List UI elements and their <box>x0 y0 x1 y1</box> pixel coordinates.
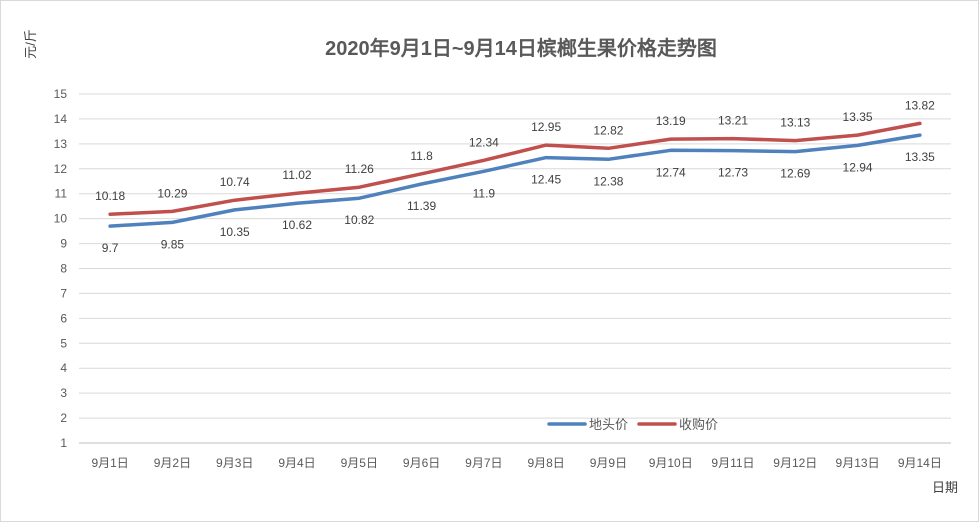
y-axis-title: 元/斤 <box>23 29 38 59</box>
y-tick-label: 3 <box>60 386 67 400</box>
data-label: 11.26 <box>345 162 374 176</box>
data-label: 13.21 <box>718 114 748 128</box>
x-tick-label: 9月14日 <box>898 456 942 470</box>
data-label: 12.38 <box>593 174 623 188</box>
legend-label: 收购价 <box>679 417 718 432</box>
y-tick-label: 11 <box>55 187 68 201</box>
y-tick-label: 1 <box>60 436 67 450</box>
series-group <box>108 121 922 228</box>
y-tick-label: 4 <box>60 361 67 375</box>
legend-label: 地头价 <box>589 417 628 432</box>
data-label: 12.82 <box>593 123 623 137</box>
x-tick-label: 9月2日 <box>154 456 191 470</box>
y-tick-label: 2 <box>60 411 67 425</box>
data-label: 10.62 <box>282 218 312 232</box>
x-tick-label: 9月10日 <box>649 456 693 470</box>
y-tick-label: 5 <box>60 336 67 350</box>
data-label: 9.85 <box>161 237 185 251</box>
x-tick-label: 9月9日 <box>590 456 627 470</box>
data-label: 11.9 <box>473 186 496 200</box>
x-axis-title: 日期 <box>932 480 958 495</box>
x-tick-label: 9月13日 <box>836 456 880 470</box>
x-tick-label: 9月12日 <box>773 456 817 470</box>
data-label: 9.7 <box>102 241 119 255</box>
y-tick-label: 15 <box>54 87 68 101</box>
data-label: 12.74 <box>656 165 686 179</box>
y-tick-label: 12 <box>54 162 68 176</box>
x-tick-label: 9月4日 <box>278 456 315 470</box>
x-tick-label: 9月6日 <box>403 456 440 470</box>
data-label: 11.02 <box>282 168 311 182</box>
data-label: 13.82 <box>905 98 935 112</box>
data-label: 13.35 <box>905 150 935 164</box>
y-tick-label: 13 <box>54 137 68 151</box>
y-tick-label: 10 <box>54 212 68 226</box>
series-line-0 <box>108 133 922 228</box>
data-label: 13.19 <box>656 114 686 128</box>
x-tick-label: 9月8日 <box>527 456 564 470</box>
y-tick-label: 7 <box>60 286 67 300</box>
y-tick-label: 6 <box>60 311 67 325</box>
data-label: 13.35 <box>843 110 873 124</box>
data-label: 12.45 <box>531 173 561 187</box>
y-tick-label: 9 <box>60 237 67 251</box>
data-label: 11.8 <box>410 149 433 163</box>
legend: 地头价 收购价 <box>547 417 718 432</box>
x-tick-label: 9月7日 <box>465 456 502 470</box>
x-axis-ticks: 9月1日 9月2日 9月3日 9月4日 9月5日 9月6日 9月7日 9月8日 9月9日 9月10… <box>91 456 941 470</box>
x-tick-label: 9月1日 <box>91 456 128 470</box>
data-label: 13.13 <box>780 116 810 130</box>
data-label: 10.18 <box>95 189 125 203</box>
gridlines <box>79 93 951 444</box>
data-labels: 9.7 9.85 10.35 10.62 10.82 11.39 11.9 12.45 12.3… <box>95 98 935 255</box>
chart-title: 2020年9月1日~9月14日槟榔生果价格走势图 <box>325 36 717 60</box>
data-label: 12.73 <box>718 166 748 180</box>
y-tick-label: 14 <box>54 112 68 126</box>
x-tick-label: 9月5日 <box>341 456 378 470</box>
data-label: 12.95 <box>531 120 561 134</box>
data-label: 12.34 <box>469 135 499 149</box>
data-label: 10.35 <box>220 225 250 239</box>
x-tick-label: 9月3日 <box>216 456 253 470</box>
data-label: 12.69 <box>780 167 810 181</box>
data-label: 10.74 <box>220 175 250 189</box>
data-label: 11.39 <box>407 199 436 213</box>
y-tick-label: 8 <box>60 262 67 276</box>
x-tick-label: 9月11日 <box>711 456 754 470</box>
data-label: 10.82 <box>344 213 374 227</box>
data-label: 10.29 <box>157 186 187 200</box>
series-line-1 <box>108 121 922 216</box>
data-label: 12.94 <box>843 160 873 174</box>
